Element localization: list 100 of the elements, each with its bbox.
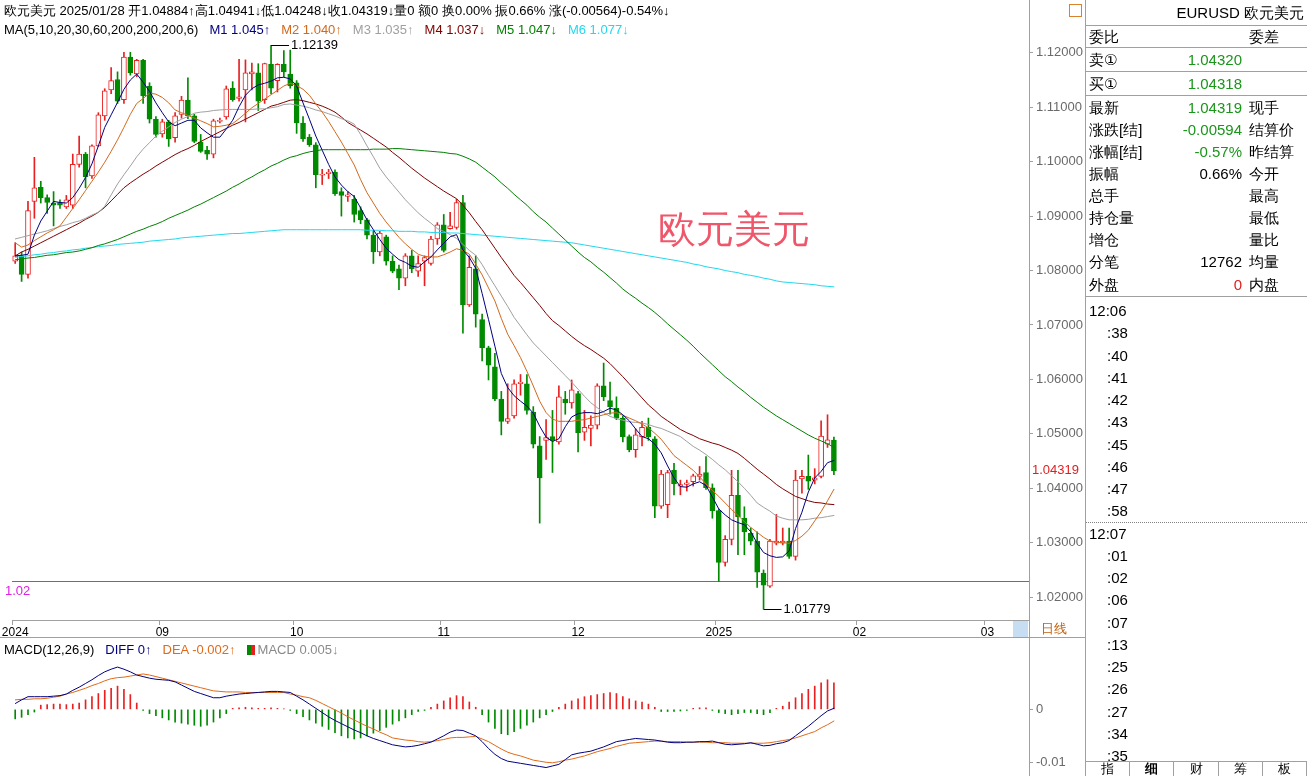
- y-tick-label: 1.05000: [1036, 425, 1083, 441]
- x-tick-label: 03: [980, 624, 995, 639]
- text: 财: [1174, 761, 1219, 776]
- text: :06: [1107, 590, 1128, 611]
- text: 1.04319: [1032, 462, 1079, 478]
- y-tick-label: 1.02000: [1036, 588, 1083, 604]
- text: 卖①: [1089, 50, 1118, 70]
- text: :35: [1107, 746, 1128, 764]
- x-tick-label: 11: [437, 624, 451, 639]
- text: 12762: [1199, 252, 1242, 272]
- text: 最高: [1249, 186, 1279, 206]
- text: 最低: [1249, 208, 1279, 228]
- annotation: 1.12139: [291, 36, 339, 52]
- chart-title: 欧元美元 2025/01/28 开1.04884↑高1.04941↓低1.04248↓收1.04319↓量0 额0 换0.00% 振0.66% 涨(-0.00564)-0.54%↓: [4, 3, 670, 18]
- text: 分笔: [1089, 252, 1119, 272]
- text: 持仓量: [1089, 208, 1134, 228]
- text: :58: [1107, 501, 1128, 522]
- text: :27: [1107, 701, 1128, 722]
- text: -0.57%: [1193, 142, 1242, 162]
- text: :46: [1107, 456, 1128, 477]
- legend-title: MA(5,10,20,30,60,200,200,200,6): [4, 22, 199, 37]
- y-tick-label: 1.03000: [1036, 534, 1083, 550]
- candlestick: [236, 59, 242, 102]
- annotation: 1.01779: [783, 600, 831, 616]
- x-tick-label: 12: [571, 624, 586, 639]
- text: :25: [1107, 657, 1128, 677]
- text: :02: [1107, 568, 1128, 588]
- text: 结算价: [1249, 120, 1294, 140]
- candlestick: [504, 383, 511, 424]
- text: M5 1.047↓: [496, 22, 557, 37]
- text: 涨跌[结]: [1089, 120, 1143, 140]
- text: M4 1.037↓: [424, 22, 486, 37]
- text: 最新: [1089, 98, 1119, 118]
- text: 委比: [1089, 27, 1119, 47]
- text: 1.04319: [1186, 98, 1242, 118]
- text: 委差: [1249, 27, 1279, 47]
- text: M6 1.077↓: [567, 22, 629, 37]
- text: 内盘: [1249, 275, 1279, 295]
- text: 昨结算: [1249, 142, 1294, 162]
- x-tick-label: 02: [852, 624, 867, 639]
- text: 1.04318: [1186, 74, 1242, 94]
- text: :13: [1107, 634, 1128, 655]
- y-tick-label: 1.10000: [1036, 153, 1083, 169]
- text: :42: [1107, 390, 1128, 410]
- x-tick-label: 09: [155, 624, 170, 639]
- text: :40: [1107, 345, 1128, 366]
- y-tick-label: 1.06000: [1036, 370, 1083, 386]
- text: M3 1.035↑: [352, 22, 414, 37]
- text: 1.04320: [1186, 50, 1242, 70]
- series-label: DIFF 0↑: [105, 642, 152, 657]
- text: 筹: [1218, 761, 1263, 776]
- text: 增仓: [1089, 230, 1119, 250]
- series-label: DEA -0.002↑: [162, 642, 236, 657]
- text: :26: [1107, 679, 1128, 700]
- legend-title: MACD(12,26,9): [4, 642, 95, 657]
- text: :45: [1107, 434, 1128, 455]
- text: 细: [1130, 761, 1175, 776]
- x-tick-label: 2025: [705, 624, 733, 639]
- candlestick: [319, 168, 326, 185]
- y-tick-label: 1.09000: [1036, 207, 1083, 223]
- text: :34: [1107, 723, 1128, 744]
- y-tick-label: 1.08000: [1036, 262, 1083, 278]
- annotation: 欧元美元: [657, 208, 810, 251]
- text: -0.00594: [1181, 120, 1242, 140]
- text: :41: [1107, 367, 1128, 388]
- text: 今开: [1249, 164, 1279, 184]
- text: 量比: [1249, 230, 1279, 250]
- candlestick: [588, 415, 594, 447]
- text: :43: [1107, 412, 1128, 433]
- text: :01: [1107, 545, 1128, 566]
- text: 买①: [1089, 74, 1118, 94]
- text: M1 1.045↑: [209, 22, 271, 37]
- text: 外盘: [1089, 275, 1119, 295]
- candlestick: [543, 419, 549, 460]
- y-tick-label: 1.04000: [1036, 479, 1083, 495]
- y-tick-label: -0.01: [1036, 753, 1066, 769]
- text: 板: [1262, 761, 1307, 776]
- text: 涨幅[结]: [1089, 142, 1143, 162]
- y-tick-label: 1.12000: [1036, 44, 1083, 60]
- text: 12:07: [1089, 523, 1127, 544]
- text: 指: [1086, 761, 1131, 776]
- text: EURUSD 欧元美元: [1086, 0, 1307, 26]
- y-tick-label: 1.07000: [1036, 316, 1083, 332]
- text: :47: [1107, 479, 1128, 499]
- text: 均量: [1249, 252, 1279, 272]
- y-tick-label: 0: [1036, 700, 1044, 716]
- text: :38: [1107, 323, 1128, 344]
- x-tick-label: 2024: [1, 624, 29, 639]
- x-tick-label: 10: [289, 624, 304, 639]
- legend-label: MACD 0.005↓: [257, 642, 339, 657]
- text: 总手: [1089, 186, 1119, 206]
- text: M2 1.040↑: [281, 22, 342, 37]
- text: :07: [1107, 612, 1128, 633]
- text: 0: [1232, 275, 1242, 295]
- text: 0.66%: [1198, 164, 1242, 184]
- text: 12:06: [1089, 301, 1127, 321]
- annotation: 1.02: [5, 582, 31, 598]
- text: 日线: [1041, 620, 1067, 636]
- y-tick-label: 1.11000: [1036, 98, 1083, 114]
- text: 现手: [1249, 98, 1279, 118]
